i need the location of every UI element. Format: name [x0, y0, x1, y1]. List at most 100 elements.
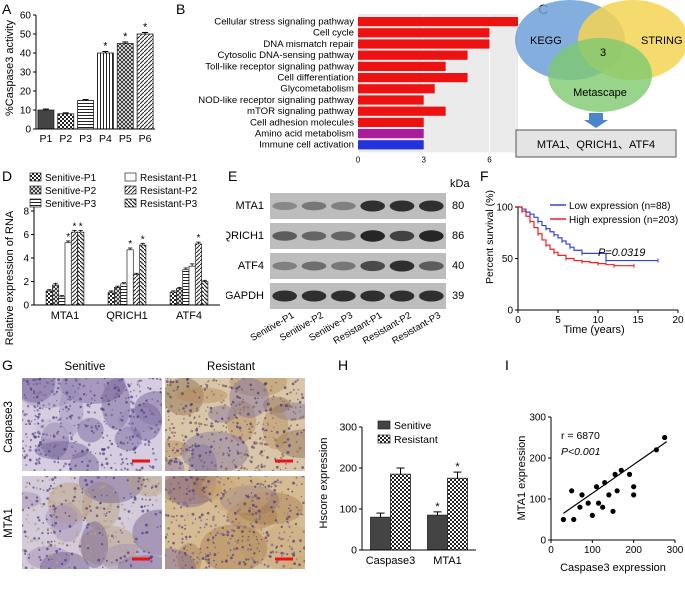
panel-e-blot: E kDa MTA1 80 QRICH1 86 ATF4 40 GAPDH 39 Seniti…: [226, 165, 476, 345]
histology-nucleus: [292, 481, 296, 485]
histology-nucleus: [252, 559, 255, 562]
histology-nucleus: [99, 547, 101, 550]
histology-nucleus: [156, 488, 159, 491]
histology-nucleus: [117, 540, 120, 543]
histology-nucleus: [271, 510, 275, 513]
histology-nucleus: [81, 488, 84, 490]
histology-nucleus: [172, 515, 175, 518]
histology-nucleus: [184, 461, 186, 463]
histology-nucleus: [256, 560, 259, 564]
histology-nucleus: [133, 496, 137, 500]
d-bar: [70, 231, 78, 306]
histology-nucleus: [204, 552, 207, 555]
histology-nucleus: [234, 383, 236, 385]
histology-nucleus: [112, 490, 116, 493]
histology-nucleus: [36, 391, 38, 394]
histology-nucleus: [153, 435, 155, 438]
histology-nucleus: [186, 378, 189, 381]
i-scatter-point: [602, 480, 608, 486]
histology-nucleus: [22, 563, 24, 566]
histology-nucleus: [25, 464, 28, 466]
histology-nucleus: [140, 518, 144, 522]
histology-nucleus: [302, 513, 304, 516]
histology-nucleus: [209, 406, 213, 410]
histology-nucleus: [103, 448, 106, 451]
d-category-label: ATF4: [176, 310, 202, 322]
blot-band: [301, 231, 327, 241]
histology-nucleus: [34, 445, 37, 447]
h-legend-label: Senitive: [394, 420, 432, 432]
histology-nucleus: [195, 409, 199, 413]
histology-nucleus: [267, 424, 269, 426]
histology-nucleus: [198, 457, 200, 459]
histology-nucleus: [239, 408, 242, 411]
histology-nucleus: [298, 563, 301, 567]
histology-region: [35, 418, 74, 440]
histology-nucleus: [143, 416, 145, 419]
h-ytick-label: 300: [339, 422, 357, 434]
i-scatter-point: [595, 500, 602, 506]
histology-nucleus: [22, 492, 24, 495]
histology-nucleus: [205, 386, 209, 389]
histology-nucleus: [68, 524, 72, 528]
histology-nucleus: [42, 433, 45, 436]
histology-nucleus: [274, 457, 277, 460]
histology-nucleus: [71, 501, 74, 504]
h-significance: *: [455, 461, 460, 473]
blot-band: [360, 290, 385, 302]
histology-nucleus: [177, 524, 181, 528]
histology-nucleus: [125, 397, 127, 400]
histology-nucleus: [95, 427, 99, 431]
histology-nucleus: [214, 524, 217, 527]
histology-nucleus: [221, 406, 225, 410]
histology-nucleus: [252, 446, 256, 450]
histology-nucleus: [209, 551, 212, 554]
histology-nucleus: [254, 485, 257, 488]
histology-nucleus: [109, 502, 113, 506]
histology-nucleus: [25, 453, 29, 457]
histology-nucleus: [301, 483, 303, 485]
histology-nucleus: [172, 426, 175, 430]
panel-label-a: A: [2, 1, 12, 17]
histology-nucleus: [173, 435, 176, 437]
histology-nucleus: [275, 382, 277, 384]
histology-nucleus: [181, 537, 184, 540]
histology-nucleus: [226, 452, 229, 455]
histology-nucleus: [189, 421, 192, 425]
histology-nucleus: [32, 508, 36, 512]
histology-nucleus: [131, 512, 134, 514]
histology-nucleus: [238, 426, 242, 430]
histology-nucleus: [272, 395, 275, 398]
histology-nucleus: [290, 405, 294, 408]
histology-nucleus: [147, 444, 150, 447]
histology-nucleus: [93, 495, 96, 499]
histology-nucleus: [248, 431, 250, 433]
histology-nucleus: [55, 515, 58, 519]
histology-nucleus: [129, 436, 131, 438]
histology-nucleus: [296, 379, 299, 382]
histology-nucleus: [287, 443, 291, 447]
histology-nucleus: [236, 422, 239, 425]
histology-nucleus: [255, 536, 258, 538]
histology-nucleus: [81, 449, 84, 452]
histology-nucleus: [59, 425, 62, 428]
histology-nucleus: [144, 518, 147, 521]
histology-nucleus: [210, 422, 213, 425]
histology-nucleus: [188, 414, 192, 417]
histology-nucleus: [260, 529, 263, 531]
blot-band: [331, 201, 356, 211]
histology-nucleus: [186, 490, 188, 492]
histology-nucleus: [166, 438, 170, 441]
histology-nucleus: [57, 457, 60, 460]
histology-nucleus: [295, 433, 299, 436]
histology-nucleus: [53, 445, 56, 448]
histology-nucleus: [144, 531, 147, 534]
histology-nucleus: [232, 435, 235, 437]
histology-nucleus: [100, 463, 104, 467]
histology-nucleus: [52, 393, 56, 396]
i-scatter-point: [560, 516, 566, 523]
histology-nucleus: [130, 400, 133, 403]
blot-band: [272, 201, 297, 211]
blot-strip: [270, 223, 446, 249]
histology-nucleus: [283, 512, 286, 514]
